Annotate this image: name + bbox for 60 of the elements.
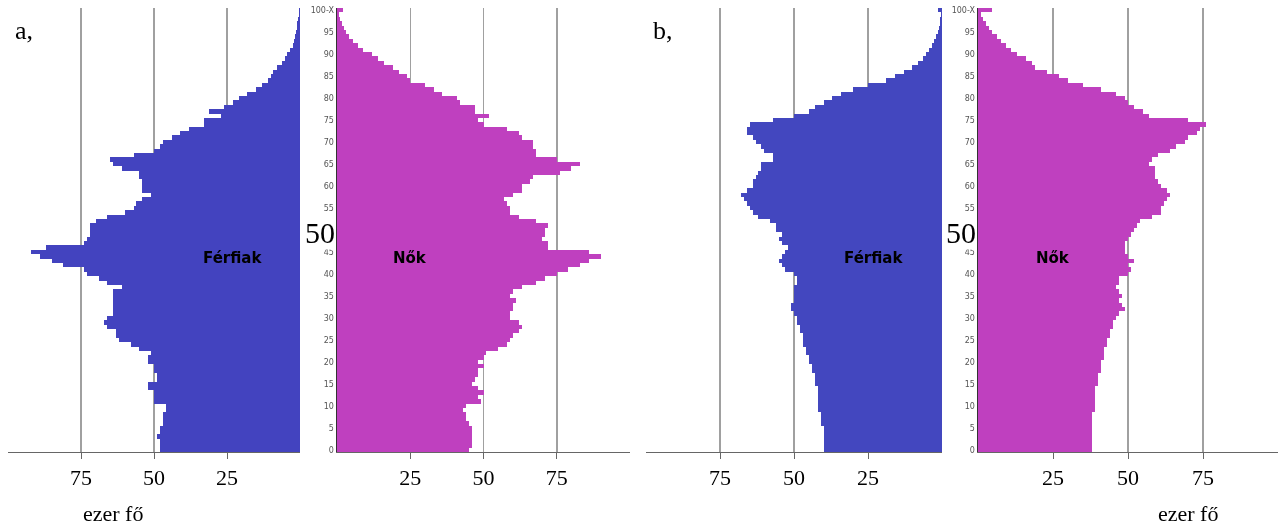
y-tick-label: 20 bbox=[323, 357, 334, 367]
y-tick-label: 85 bbox=[964, 71, 975, 81]
x-tick-label: 50 bbox=[143, 465, 165, 491]
x-tick-label: 50 bbox=[472, 465, 495, 491]
x-tick-label: 50 bbox=[1117, 465, 1139, 491]
y-tick-label: 55 bbox=[323, 203, 334, 213]
y-tick-label: 25 bbox=[964, 335, 975, 345]
y-tick-label: 10 bbox=[323, 401, 334, 411]
y-tick-label: 90 bbox=[964, 49, 975, 59]
y-tick-label: 35 bbox=[964, 291, 975, 301]
y-tick-label: 15 bbox=[964, 379, 975, 389]
text: 50 bbox=[305, 216, 335, 249]
y-tick-label: 65 bbox=[964, 159, 975, 169]
y-tick-label: 5 bbox=[328, 423, 334, 433]
y-tick-label: 70 bbox=[323, 137, 334, 147]
y-tick-label: 70 bbox=[964, 137, 975, 147]
y-tick-label: 95 bbox=[323, 27, 334, 37]
y-tick-label: 0 bbox=[328, 445, 334, 455]
y-tick-label: 90 bbox=[323, 49, 334, 59]
x-tick-label: 75 bbox=[709, 465, 731, 491]
text: 50 bbox=[946, 216, 976, 249]
x-tick-label: 75 bbox=[1192, 465, 1214, 491]
y-tick-label: 0 bbox=[969, 445, 975, 455]
y-tick-label: 65 bbox=[323, 159, 334, 169]
y-tick-label: 15 bbox=[323, 379, 334, 389]
y-tick-label: 85 bbox=[323, 71, 334, 81]
annotation: a, bbox=[15, 16, 34, 45]
series-label: Nők bbox=[1036, 249, 1070, 267]
y-tick-label: 40 bbox=[323, 269, 334, 279]
y-tick-label: 40 bbox=[964, 269, 975, 279]
y-tick-label: 25 bbox=[323, 335, 334, 345]
x-tick-label: 50 bbox=[783, 465, 805, 491]
y-tick-label: 60 bbox=[323, 181, 334, 191]
y-tick-label: 75 bbox=[964, 115, 975, 125]
x-tick-label: 75 bbox=[545, 465, 568, 491]
annotation: b, bbox=[653, 16, 673, 45]
series-label: Férfiak bbox=[844, 249, 904, 267]
y-tick-label: 30 bbox=[964, 313, 975, 323]
y-tick-label: 55 bbox=[964, 203, 975, 213]
x-tick-label: 25 bbox=[857, 465, 879, 491]
y-tick-label: 100-X bbox=[951, 6, 976, 15]
y-tick-label: 100-X bbox=[310, 6, 335, 15]
x-tick-label: 75 bbox=[70, 465, 92, 491]
y-tick-label: 30 bbox=[323, 313, 334, 323]
y-tick-label: 95 bbox=[964, 27, 975, 37]
y-tick-label: 80 bbox=[964, 93, 975, 103]
y-tick-label: 75 bbox=[323, 115, 334, 125]
x-tick-label: 25 bbox=[216, 465, 238, 491]
y-tick-label: 20 bbox=[964, 357, 975, 367]
x-axis-title: ezer fő bbox=[83, 501, 144, 526]
x-tick-label: 25 bbox=[1042, 465, 1064, 491]
y-tick-label: 10 bbox=[964, 401, 975, 411]
series-label: Férfiak bbox=[203, 249, 263, 267]
y-tick-label: 35 bbox=[323, 291, 334, 301]
series-label: Nők bbox=[393, 249, 427, 267]
y-tick-label: 5 bbox=[969, 423, 975, 433]
y-tick-label: 80 bbox=[323, 93, 334, 103]
y-tick-label: 60 bbox=[964, 181, 975, 191]
x-axis-title: ezer fő bbox=[1158, 501, 1219, 526]
x-tick-label: 25 bbox=[399, 465, 422, 491]
